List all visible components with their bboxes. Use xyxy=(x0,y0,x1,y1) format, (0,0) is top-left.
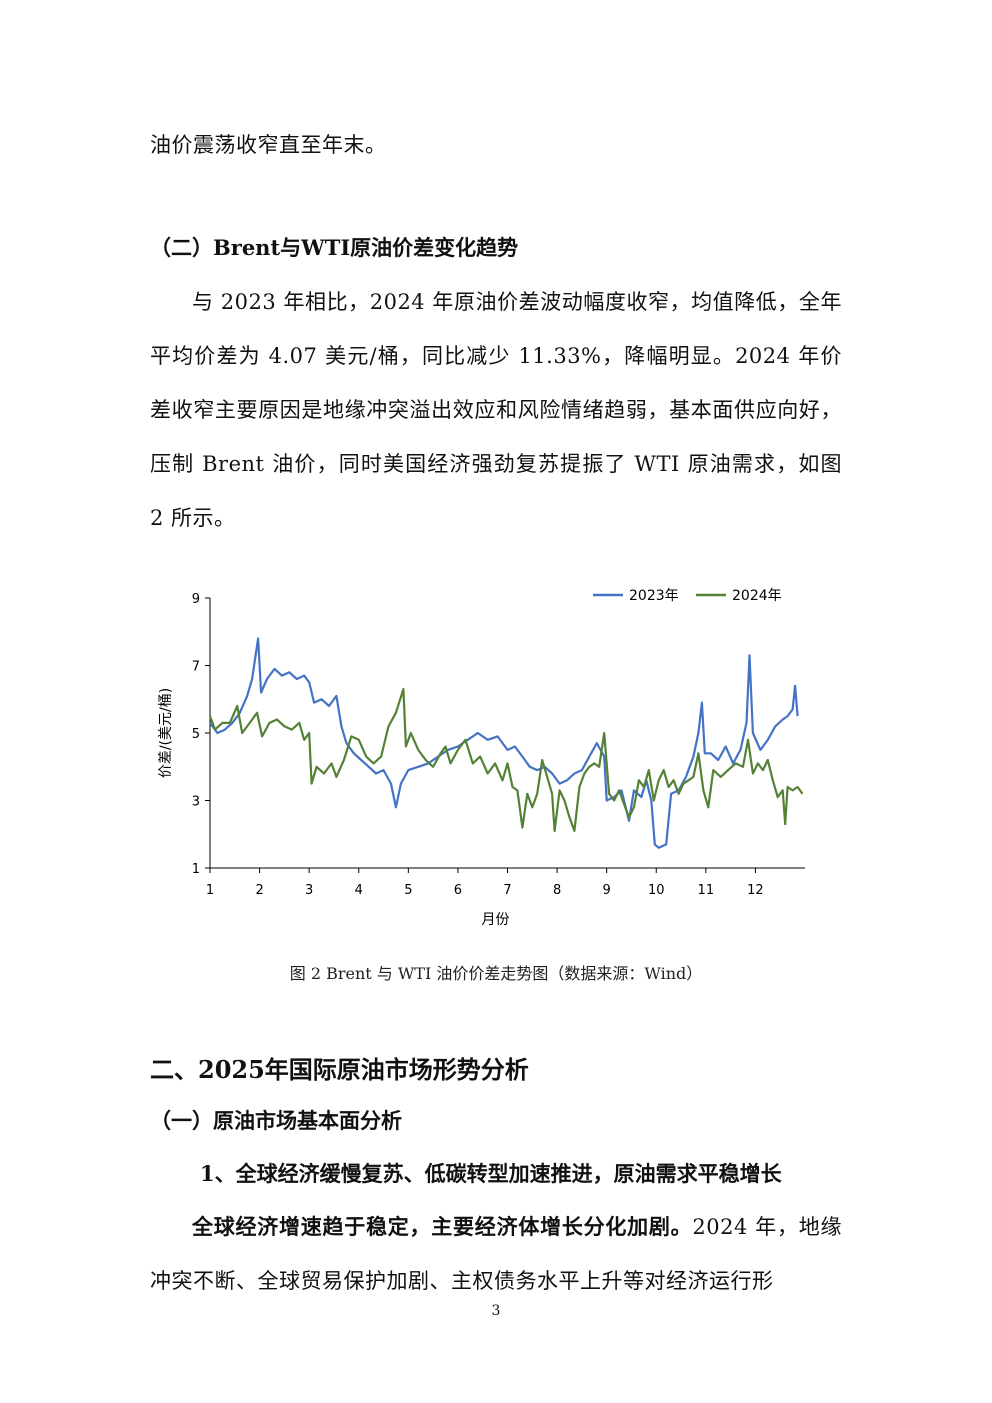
x-tick-label: 8 xyxy=(553,883,561,898)
x-tick-label: 5 xyxy=(404,883,412,898)
subsection-heading: （一）原油市场基本面分析 xyxy=(150,1108,402,1133)
x-tick-label: 9 xyxy=(603,883,611,898)
x-tick-label: 7 xyxy=(503,883,511,898)
y-tick-label: 3 xyxy=(192,795,200,810)
series-line-2024年 xyxy=(208,688,804,832)
closing-paragraph-text: 2024 年，地缘冲突不断、全球贸易保护加剧、主权债务水平上升等对经济运行形 xyxy=(150,1215,842,1293)
item-heading: 1、全球经济缓慢复苏、低碳转型加速推进，原油需求平稳增长 xyxy=(200,1161,782,1186)
y-tick-label: 1 xyxy=(192,862,200,877)
y-tick-label: 7 xyxy=(192,660,200,675)
x-axis-label: 月份 xyxy=(482,912,510,928)
x-tick-label: 10 xyxy=(648,883,665,898)
spread-paragraph: 与 2023 年相比，2024 年原油价差波动幅度收窄，均值降低，全年平均价差为… xyxy=(150,290,842,530)
section-heading-spread: （二）Brent与WTI原油价差变化趋势 xyxy=(150,235,519,260)
series-line-2023年 xyxy=(209,637,799,849)
y-tick-label: 9 xyxy=(192,592,200,607)
legend-label: 2023年 xyxy=(629,588,679,604)
y-tick-label: 5 xyxy=(192,727,200,742)
x-tick-label: 11 xyxy=(698,883,715,898)
x-tick-label: 4 xyxy=(355,883,363,898)
closing-paragraph: 全球经济增速趋于稳定，主要经济体增长分化加剧。2024 年，地缘冲突不断、全球贸… xyxy=(150,1200,842,1308)
x-tick-label: 3 xyxy=(305,883,313,898)
x-tick-label: 2 xyxy=(255,883,263,898)
legend-label: 2024年 xyxy=(732,588,782,604)
y-axis-label: 价差/(美元/桶) xyxy=(158,688,174,778)
part-heading: 二、2025年国际原油市场形势分析 xyxy=(150,1055,529,1084)
closing-paragraph-bold: 全球经济增速趋于稳定，主要经济体增长分化加剧。 xyxy=(192,1214,693,1239)
intro-paragraph: 油价震荡收窄直至年末。 xyxy=(150,133,387,157)
x-tick-label: 1 xyxy=(206,883,214,898)
page-number: 3 xyxy=(491,1303,501,1319)
x-tick-label: 6 xyxy=(454,883,462,898)
figure-caption: 图 2 Brent 与 WTI 油价价差走势图（数据来源：Wind） xyxy=(289,964,703,983)
x-tick-label: 12 xyxy=(747,883,764,898)
